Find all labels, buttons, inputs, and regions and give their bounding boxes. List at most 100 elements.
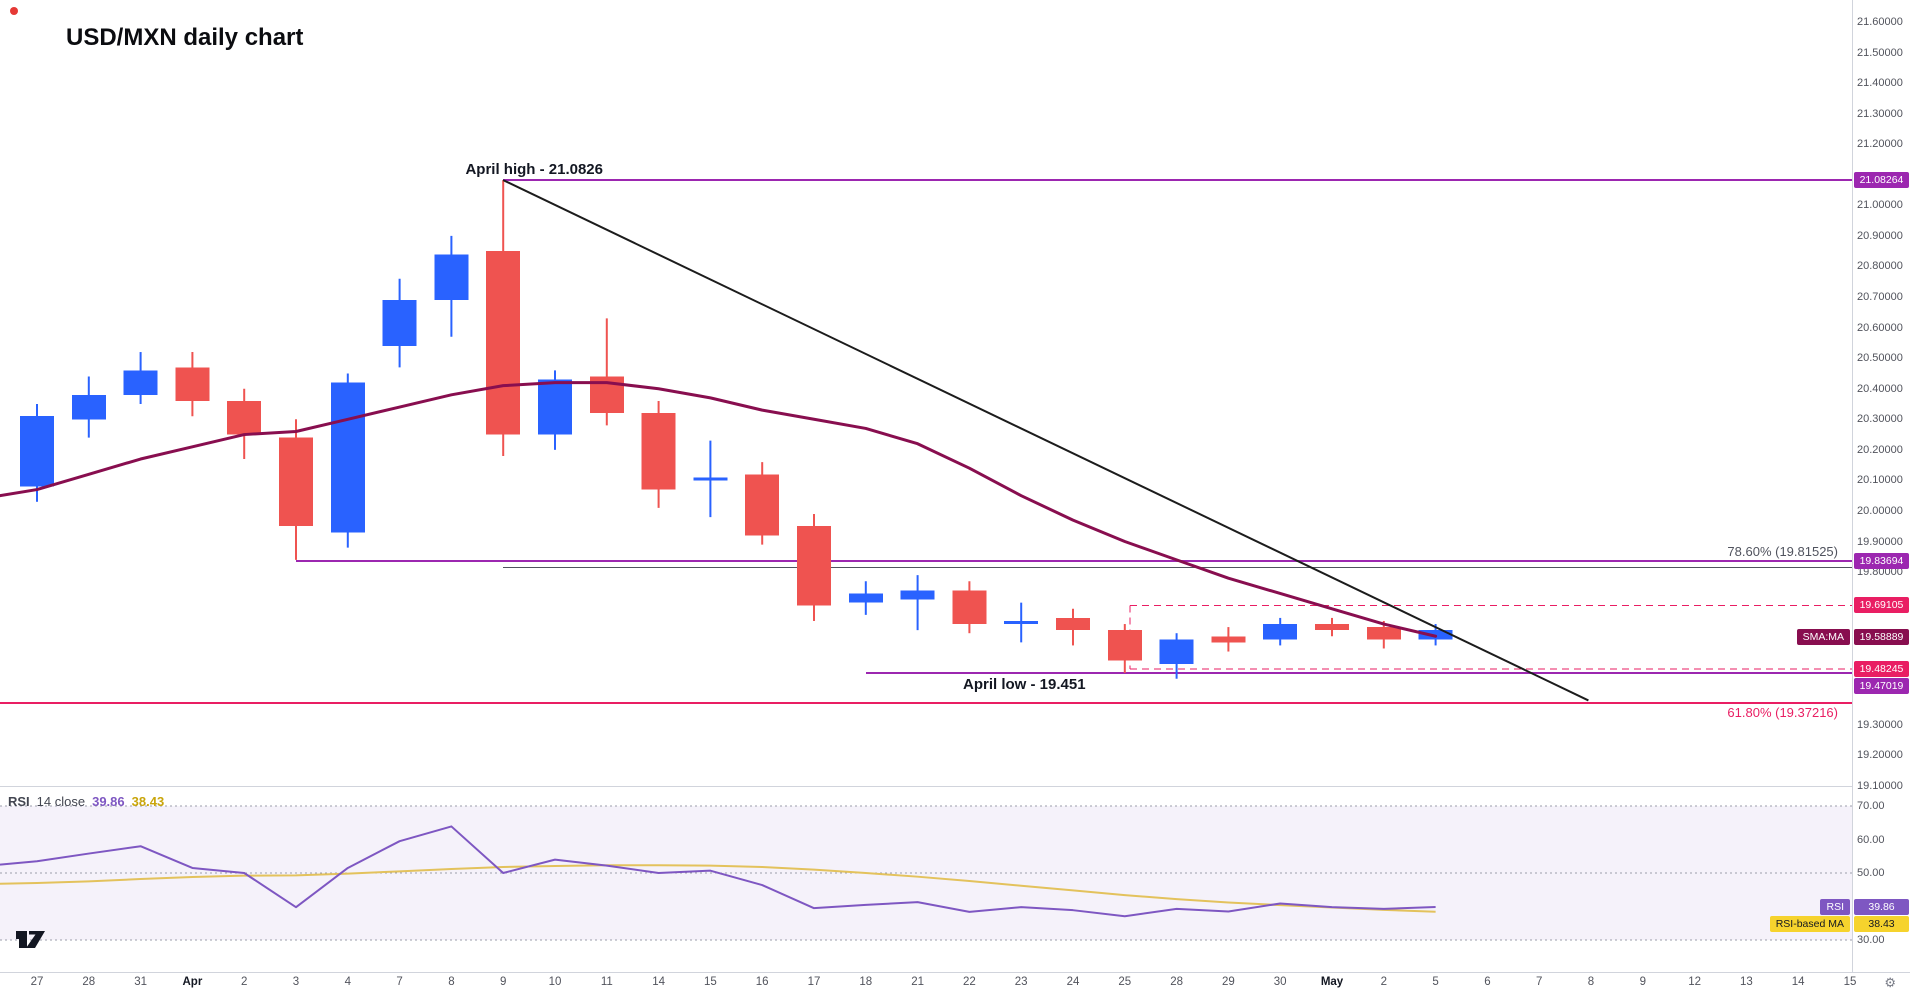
- rsi-plot-surface[interactable]: [0, 786, 1852, 972]
- time-label-6-28: 6: [1484, 976, 1491, 988]
- rsi-badge-39.86: 39.86: [1854, 898, 1909, 915]
- time-axis[interactable]: ⚙ 27 28 31 Apr 2 3 4 7 8 9 10 11 14 15 16 17 18 21 22 23 24 2…: [0, 973, 1910, 992]
- candle-body: [1107, 630, 1142, 661]
- candle-body: [745, 474, 780, 536]
- time-label-9-31: 9: [1639, 976, 1646, 988]
- fib-786-label: 78.60% (19.81525): [1727, 544, 1838, 559]
- rsi-indicator-params: 14 close: [36, 794, 86, 809]
- candle-3-Apr: [175, 352, 210, 417]
- price-tick-21.50000: 21.50000: [1857, 46, 1903, 59]
- candle-body: [1004, 620, 1039, 625]
- rsi-name-badge: RSI: [1820, 898, 1850, 915]
- price-badge-19.58889: 19.58889: [1854, 628, 1909, 645]
- price-pane[interactable]: USD/MXN daily chart April high - 21.0826…: [0, 0, 1852, 786]
- time-label-13-33: 13: [1739, 976, 1753, 988]
- tradingview-logo-mark: [16, 931, 45, 948]
- candle-17-21: [900, 575, 935, 631]
- candle-body: [952, 590, 987, 625]
- price-tick-21.00000: 21.00000: [1857, 199, 1903, 212]
- price-tick-20.50000: 20.50000: [1857, 352, 1903, 365]
- sma-name-badge: SMA:MA: [1796, 629, 1850, 645]
- price-tick-19.10000: 19.10000: [1857, 780, 1903, 792]
- price-tick-21.20000: 21.20000: [1857, 138, 1903, 151]
- candle-22-28: [1159, 633, 1194, 679]
- time-label-28-1: 28: [82, 976, 96, 988]
- april-low-annotation[interactable]: April low - 19.451: [963, 676, 1086, 693]
- candle-9-9: [486, 180, 521, 456]
- time-label-31-2: 31: [134, 976, 147, 988]
- candle-1-28: [71, 376, 106, 438]
- time-label-22-18: 22: [962, 976, 976, 988]
- tradingview-logo[interactable]: [14, 924, 48, 954]
- sma-line[interactable]: [0, 381, 1438, 638]
- price-tick-19.30000: 19.30000: [1857, 718, 1903, 731]
- candle-body: [1056, 617, 1090, 631]
- candle-11-11: [589, 318, 624, 426]
- time-label-16-14: 16: [755, 976, 769, 988]
- april-high-annotation[interactable]: April high - 21.0826: [465, 161, 603, 178]
- candle-21-25: [1107, 624, 1142, 673]
- rsi-ma-value: 38.43: [131, 794, 165, 809]
- time-label-2-4: 2: [240, 976, 248, 988]
- time-label-7-7: 7: [396, 976, 403, 988]
- candle-19-23: [1004, 602, 1039, 643]
- chart-title-text-drawing[interactable]: USD/MXN daily chart: [66, 24, 304, 51]
- time-label-25-21: 25: [1118, 976, 1132, 988]
- rsi-tick-70.00: 70.00: [1857, 800, 1885, 812]
- candle-body: [1263, 624, 1298, 640]
- price-tick-21.30000: 21.30000: [1857, 107, 1903, 120]
- candle-body: [486, 251, 521, 435]
- fib-618-label: 61.80% (19.37216): [1727, 705, 1838, 720]
- rsi-line[interactable]: [0, 825, 1436, 918]
- time-label-14-34: 14: [1791, 976, 1805, 988]
- candle-13-15: [693, 440, 728, 518]
- time-label-29-23: 29: [1221, 976, 1235, 988]
- settings-gear-icon[interactable]: ⚙: [1884, 975, 1896, 990]
- time-label-May-25: May: [1320, 976, 1344, 988]
- rsi-value: 39.86: [92, 794, 125, 809]
- candle-body: [1159, 639, 1194, 664]
- descending-trendline[interactable]: [502, 179, 1589, 702]
- candle-6-4: [330, 373, 365, 548]
- candle-body: [797, 526, 831, 606]
- pane-separator[interactable]: [0, 786, 1910, 787]
- candle-24-30: [1263, 617, 1298, 646]
- rsi-tick-30.00: 30.00: [1857, 934, 1885, 946]
- time-label-10-10: 10: [548, 976, 562, 988]
- alert-dot-icon: [10, 7, 18, 15]
- time-axis-border: [0, 972, 1910, 973]
- candlestick-chart-surface[interactable]: [0, 0, 1852, 786]
- candle-body: [175, 367, 210, 401]
- candle-body: [1366, 627, 1401, 640]
- candle-14-16: [745, 462, 780, 545]
- candle-body: [123, 370, 158, 395]
- price-tick-19.80000: 19.80000: [1857, 566, 1903, 579]
- time-label-15-35: 15: [1843, 976, 1857, 988]
- time-label-4-6: 4: [344, 976, 351, 988]
- candle-body: [538, 379, 572, 435]
- price-tick-20.80000: 20.80000: [1857, 260, 1903, 273]
- time-label-30-24: 30: [1273, 976, 1287, 988]
- candle-8-8: [434, 235, 469, 337]
- price-tick-21.40000: 21.40000: [1857, 77, 1903, 90]
- price-badge-21.08264: 21.08264: [1854, 172, 1909, 189]
- candle-2-31: [123, 352, 158, 404]
- candle-0-27: [20, 404, 54, 502]
- price-axis[interactable]: 21.60000 21.50000 21.40000 21.30000 21.20000…: [1853, 0, 1910, 972]
- price-tick-20.30000: 20.30000: [1857, 413, 1903, 426]
- rsi-pane[interactable]: RSI 14 close 39.86 38.43 RSI RSI-based MA: [0, 786, 1852, 972]
- price-axis-border: [1852, 0, 1853, 972]
- rsi-ma-name-badge: RSI-based MA: [1769, 915, 1850, 932]
- candle-body: [1211, 636, 1246, 643]
- price-tick-20.40000: 20.40000: [1857, 382, 1903, 395]
- price-tick-20.20000: 20.20000: [1857, 443, 1903, 456]
- rsi-legend[interactable]: RSI 14 close 39.86 38.43: [8, 794, 171, 809]
- time-label-12-32: 12: [1688, 976, 1701, 988]
- rsi-indicator-name[interactable]: RSI: [8, 794, 30, 809]
- price-tick-21.60000: 21.60000: [1857, 16, 1903, 28]
- time-label-Apr-3: Apr: [182, 976, 203, 988]
- time-label-18-16: 18: [859, 976, 873, 988]
- rsi-tick-60.00: 60.00: [1857, 833, 1885, 846]
- time-label-23-19: 23: [1014, 976, 1028, 988]
- rsi-ma-line[interactable]: [0, 864, 1436, 913]
